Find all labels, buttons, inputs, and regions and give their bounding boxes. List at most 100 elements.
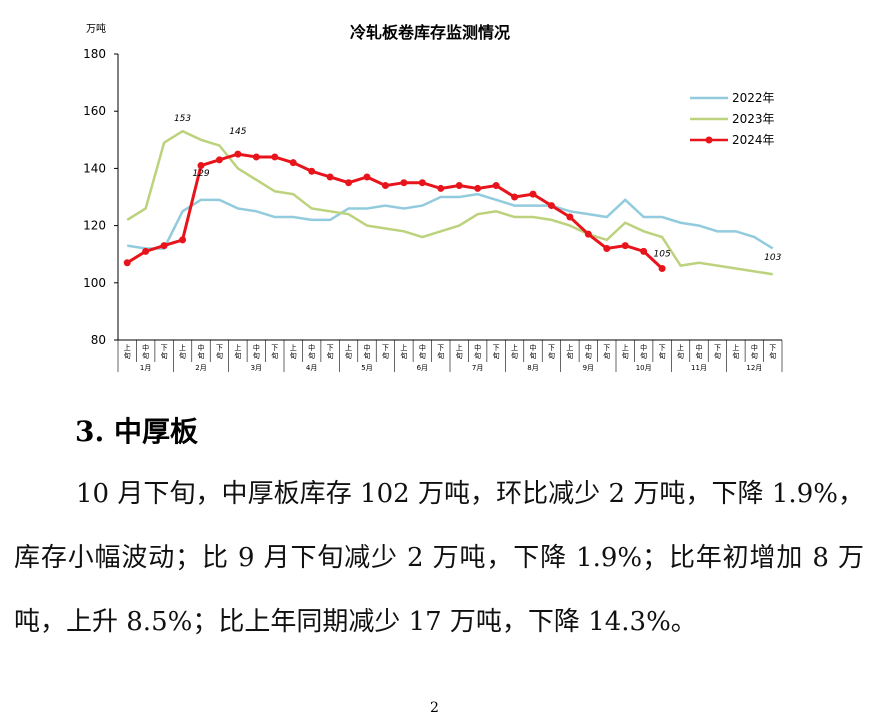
point (363, 173, 371, 181)
point (529, 190, 537, 198)
x-tick-label: 上旬 (511, 343, 518, 360)
x-tick-label: 中旬 (419, 343, 426, 360)
x-tick-label: 下旬 (216, 344, 223, 360)
point (123, 259, 131, 267)
x-tick-label: 上旬 (290, 343, 297, 360)
x-tick-label: 中旬 (198, 343, 205, 360)
x-tick-label: 下旬 (659, 344, 666, 360)
point (289, 159, 297, 167)
x-tick-label: 上旬 (400, 343, 407, 360)
x-tick-label: 下旬 (271, 344, 278, 360)
x-tick-label: 中旬 (308, 343, 315, 360)
point (621, 242, 629, 250)
x-tick-label: 中旬 (585, 343, 592, 360)
x-tick-label: 上旬 (234, 343, 241, 360)
x-tick-label: 上旬 (345, 343, 352, 360)
point (547, 202, 555, 210)
data-label: 129 (192, 169, 209, 179)
point (215, 156, 223, 164)
x-tick-label: 下旬 (714, 344, 721, 360)
point (437, 184, 445, 192)
x-tick-label: 下旬 (161, 344, 168, 360)
legend-label: 2023年 (732, 112, 775, 126)
chart-title: 冷轧板卷库存监测情况 (350, 23, 510, 42)
point (160, 242, 168, 250)
point (271, 153, 279, 161)
x-tick-label: 中旬 (696, 343, 703, 360)
data-label: 145 (229, 127, 246, 137)
x-tick-label: 中旬 (751, 343, 758, 360)
x-tick-label: 中旬 (253, 343, 260, 360)
group-label: 4月 (306, 364, 317, 372)
x-tick-label: 中旬 (142, 343, 149, 360)
x-tick-label: 上旬 (456, 343, 463, 360)
x-tick-label: 上旬 (677, 343, 684, 360)
x-tick-label: 上旬 (732, 343, 739, 360)
point (197, 162, 205, 170)
point (179, 236, 187, 244)
x-tick-label: 中旬 (640, 343, 647, 360)
page-number: 2 (430, 700, 439, 716)
point (640, 247, 648, 255)
x-tick-label: 中旬 (364, 343, 371, 360)
legend-label: 2022年 (732, 91, 775, 105)
legend-marker (705, 136, 713, 144)
y-tick-label: 120 (83, 219, 106, 233)
data-label: 153 (174, 114, 191, 124)
y-unit: 万吨 (86, 22, 106, 35)
point (400, 179, 408, 187)
x-tick-label: 上旬 (566, 343, 573, 360)
point (326, 173, 334, 181)
group-label: 2月 (195, 364, 206, 372)
group-label: 9月 (583, 364, 594, 372)
x-tick-label: 下旬 (493, 344, 500, 360)
point (603, 244, 611, 252)
point (345, 179, 353, 187)
group-label: 3月 (251, 364, 262, 372)
x-tick-label: 下旬 (327, 344, 334, 360)
heading: 3. 中厚板 (75, 415, 198, 448)
y-tick-label: 100 (83, 276, 106, 290)
series-line (127, 192, 774, 250)
group-label: 1月 (140, 364, 151, 372)
group-label: 7月 (472, 364, 483, 372)
group-label: 12月 (746, 364, 762, 372)
point (658, 265, 666, 272)
point (584, 230, 592, 238)
x-tick-label: 上旬 (179, 343, 186, 360)
point (474, 184, 482, 192)
x-tick-label: 上旬 (622, 343, 629, 360)
chart: 冷轧板卷库存监测情况 万吨 80100120140160180上旬中旬下旬上旬中… (83, 22, 783, 372)
y-tick-label: 180 (83, 47, 106, 61)
point (566, 213, 574, 221)
point (234, 150, 242, 158)
point (511, 193, 519, 201)
point (418, 179, 426, 187)
x-tick-label: 中旬 (530, 343, 537, 360)
point (308, 167, 316, 175)
point (142, 247, 150, 255)
y-tick-label: 140 (83, 161, 106, 175)
group-label: 11月 (691, 364, 707, 372)
series-line (126, 129, 773, 276)
group-label: 6月 (417, 364, 428, 372)
point (381, 182, 389, 190)
group-label: 8月 (527, 364, 538, 372)
y-tick-label: 80 (91, 333, 106, 347)
x-tick-label: 上旬 (124, 343, 131, 360)
point (252, 153, 260, 161)
point (492, 182, 500, 190)
x-tick-label: 下旬 (382, 344, 389, 360)
x-tick-label: 中旬 (474, 343, 481, 360)
x-tick-label: 下旬 (603, 344, 610, 360)
x-tick-label: 下旬 (437, 344, 444, 360)
group-label: 5月 (361, 364, 372, 372)
point (455, 182, 463, 190)
data-label: 105 (654, 250, 671, 260)
data-label: 103 (764, 253, 781, 263)
x-tick-label: 下旬 (548, 344, 555, 360)
x-tick-label: 下旬 (769, 344, 776, 360)
group-label: 10月 (636, 364, 652, 372)
paragraph: 10 月下旬，中厚板库存 102 万吨，环比减少 2 万吨，下降 1.9%，库存… (14, 479, 864, 637)
